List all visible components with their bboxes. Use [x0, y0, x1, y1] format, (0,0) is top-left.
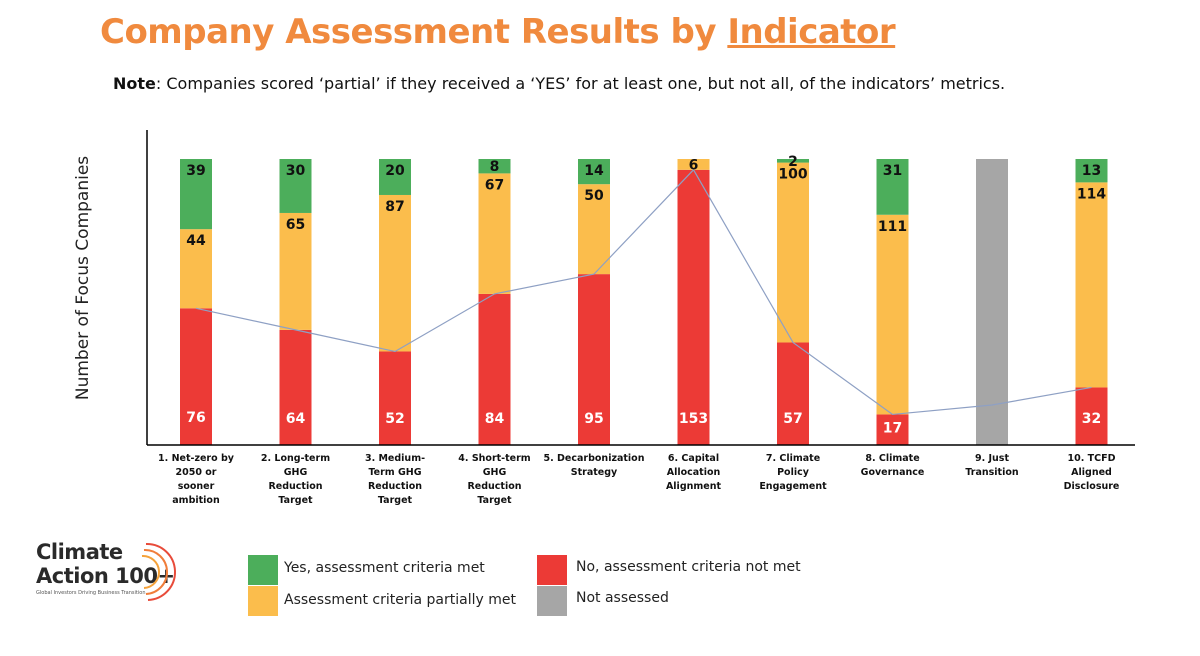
logo-tagline: Global Investors Driving Business Transi… [36, 590, 146, 596]
bar-no-7 [777, 342, 809, 445]
data-label-partial-1: 44 [186, 233, 206, 249]
logo-arc-icon [141, 542, 176, 601]
bar-partial-6 [677, 159, 710, 170]
bar-yes-8 [876, 159, 909, 215]
bar-no-6 [677, 169, 710, 445]
bar-no-4 [478, 293, 511, 445]
x-tick-label-6: 6. Capital Allocation Alignment [666, 453, 722, 492]
bar-partial-8 [876, 214, 909, 415]
data-label-no-7: 57 [783, 411, 802, 427]
x-tick-label-1: 1. Net-zero by 2050 or sooner ambition [158, 453, 235, 506]
bar-partial-4 [478, 173, 511, 294]
data-label-partial-2: 65 [286, 217, 305, 233]
note-text: : Companies scored ‘partial’ if they rec… [155, 74, 1006, 93]
data-label-partial-5: 50 [584, 188, 604, 204]
title-underlined: Indicator [727, 12, 896, 52]
data-label-yes-8: 31 [883, 163, 902, 179]
data-label-partial-8: 111 [878, 219, 907, 235]
data-label-yes-5: 14 [584, 163, 604, 179]
x-tick-label-8: 8. Climate Governance [861, 453, 925, 478]
note: Note: Companies scored ‘partial’ if they… [113, 74, 1005, 93]
data-label-yes-1: 39 [186, 163, 205, 179]
bar-yes-3 [379, 159, 411, 195]
x-tick-label-4: 4. Short-term GHG Reduction Target [458, 453, 530, 506]
bar-partial-10 [1075, 182, 1108, 388]
bar-yes-4 [478, 159, 511, 174]
bar-partial-2 [279, 212, 312, 330]
bar-not_assessed-9 [976, 159, 1008, 445]
bars-group [180, 159, 1108, 445]
data-label-yes-10: 13 [1082, 163, 1101, 179]
legend-label-yes: Yes, assessment criteria met [284, 560, 485, 576]
data-label-no-2: 64 [286, 411, 306, 427]
data-label-no-4: 84 [485, 411, 505, 427]
x-tick-label-10: 10. TCFD Aligned Disclosure [1064, 453, 1120, 492]
x-tick-label-5: 5. Decarbonization Strategy [544, 453, 645, 478]
data-label-no-3: 52 [385, 411, 404, 427]
data-label-partial-6: 6 [689, 157, 699, 173]
data-label-partial-4: 67 [485, 177, 504, 193]
legend-label-partial: Assessment criteria partially met [284, 592, 516, 608]
x-tick-labels-group: 1. Net-zero by 2050 or sooner ambition 2. Lo… [158, 453, 1119, 506]
bar-partial-5 [578, 184, 610, 275]
x-tick-label-7: 7. Climate Policy Engagement [759, 453, 827, 492]
note-label: Note [113, 74, 156, 93]
climate-action-100-logo: Climate Action 100+ Global Investors Dri… [30, 540, 190, 610]
trend-line [195, 168, 1092, 416]
legend-swatch-no [537, 555, 567, 585]
data-label-yes-4: 8 [490, 159, 500, 175]
legend-swatch-not-assessed [537, 586, 567, 616]
bar-yes-10 [1075, 159, 1108, 183]
bar-no-8 [876, 414, 909, 445]
title-text: Company Assessment Results by [100, 12, 728, 52]
bar-no-5 [578, 274, 610, 445]
logo-line2: Action 100+ [36, 564, 175, 588]
trend-line-group [195, 168, 1092, 416]
data-label-no-5: 95 [584, 411, 603, 427]
logo-line1: Climate [36, 540, 123, 564]
y-axis-label: Number of Focus Companies [73, 156, 93, 400]
legend-swatch-yes [248, 555, 278, 585]
data-label-partial-3: 87 [385, 199, 404, 215]
legend-label-not-assessed: Not assessed [576, 590, 669, 606]
bar-partial-1 [180, 229, 212, 309]
data-label-no-8: 17 [883, 420, 902, 436]
data-label-no-6: 153 [679, 411, 708, 427]
bar-yes-1 [180, 159, 212, 230]
legend-swatch-partial [248, 586, 278, 616]
x-tick-label-2: 2. Long-term GHG Reduction Target [261, 453, 330, 506]
data-label-no-10: 32 [1082, 411, 1101, 427]
x-tick-label-9: 9. Just Transition [965, 453, 1019, 478]
bar-yes-7 [777, 159, 809, 163]
bar-no-10 [1075, 387, 1108, 445]
x-tick-label-3: 3. Medium-Term GHG Reduction Target [365, 453, 425, 506]
legend-label-no: No, assessment criteria not met [576, 559, 801, 575]
data-label-no-1: 76 [186, 410, 205, 426]
bar-yes-2 [279, 159, 312, 213]
bar-no-2 [279, 329, 312, 445]
bar-partial-7 [777, 162, 809, 343]
bar-no-3 [379, 351, 411, 445]
bar-partial-3 [379, 194, 411, 352]
data-label-partial-10: 114 [1077, 186, 1106, 202]
bar-yes-5 [578, 159, 610, 185]
data-label-partial-7: 100 [778, 167, 807, 183]
bar-no-1 [180, 308, 212, 445]
data-label-yes-3: 20 [385, 163, 405, 179]
data-label-yes-7: 2 [788, 154, 798, 170]
data-label-yes-2: 30 [286, 163, 306, 179]
page-title: Company Assessment Results by Indicator [100, 12, 896, 52]
